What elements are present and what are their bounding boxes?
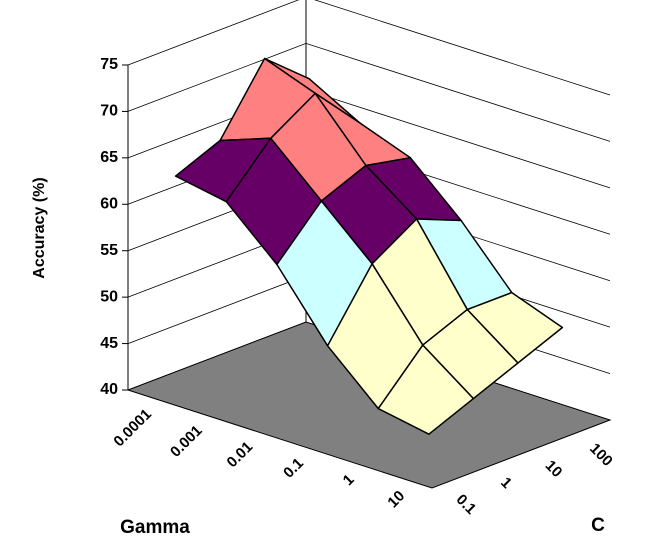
z-tick-label: 50 bbox=[100, 288, 118, 305]
x-tick-label: 0.1 bbox=[280, 455, 307, 482]
y-axis-title: C bbox=[591, 515, 605, 536]
x-tick-label: 0.001 bbox=[167, 422, 206, 461]
x-axis-title: Gamma bbox=[120, 517, 190, 538]
z-axis-title: Accuracy (%) bbox=[31, 177, 48, 278]
z-tick-label: 60 bbox=[100, 196, 118, 213]
y-tick-label: 10 bbox=[542, 457, 566, 481]
x-tick-label: 10 bbox=[384, 487, 408, 511]
z-tick-label: 70 bbox=[100, 103, 118, 120]
z-tick-label: 45 bbox=[100, 335, 118, 352]
x-tick-label: 1 bbox=[340, 471, 358, 489]
x-tick-label: 0.0001 bbox=[110, 406, 154, 450]
floor bbox=[126, 321, 612, 489]
z-tick-label: 75 bbox=[100, 56, 118, 73]
grid-line bbox=[127, 42, 611, 142]
y-tick-label: 0.1 bbox=[453, 491, 480, 518]
surface-cell bbox=[377, 344, 475, 435]
z-tick-label: 55 bbox=[100, 242, 118, 259]
y-tick-label: 1 bbox=[497, 474, 515, 492]
z-tick-label: 65 bbox=[100, 149, 118, 166]
z-tick-label: 40 bbox=[100, 381, 118, 398]
x-tick-label: 0.01 bbox=[224, 438, 257, 471]
y-tick-label: 100 bbox=[586, 440, 616, 470]
grid-line bbox=[127, 0, 611, 96]
